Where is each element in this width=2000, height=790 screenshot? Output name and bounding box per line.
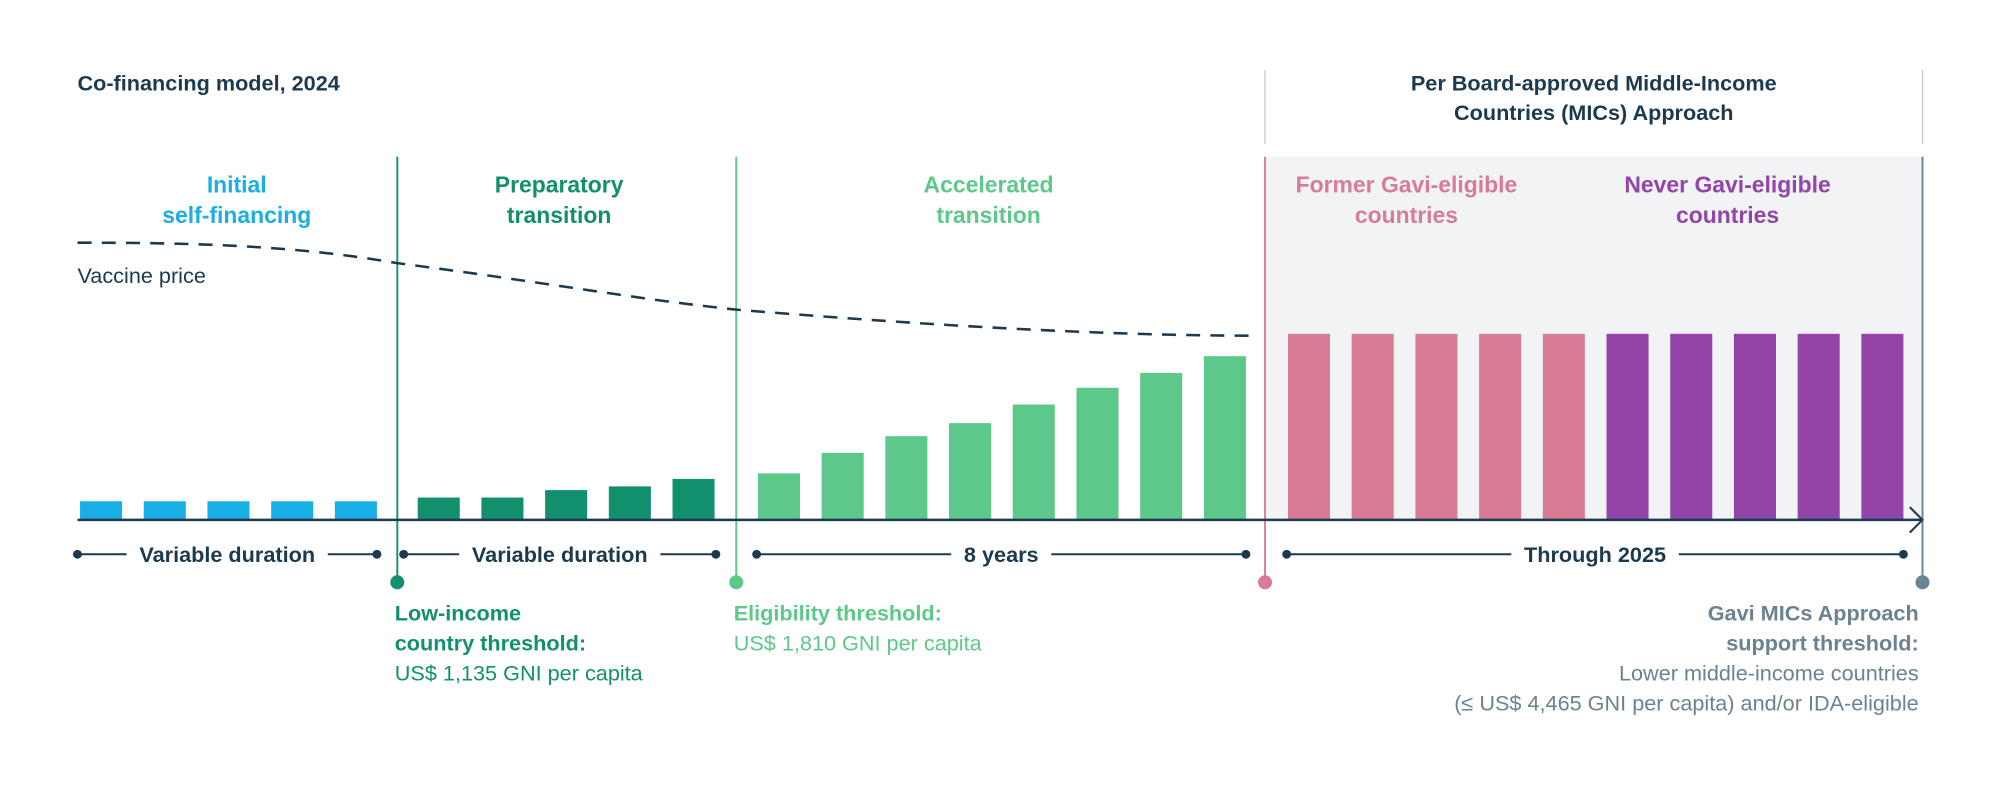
bar-2-1 [821,452,864,520]
threshold-text-1-0: US$ 1,810 GNI per capita [734,630,983,655]
group-label-4-1: countries [1676,202,1779,228]
threshold-dot-2 [1258,575,1273,590]
duration-dot-start-1 [399,549,409,559]
bar-2-4 [1012,404,1055,520]
group-label-0-0: Initial [207,171,267,197]
duration-label-3: Through 2025 [1524,542,1666,567]
duration-dot-end-0 [372,549,382,559]
bar-0-4 [334,501,377,520]
bar-1-2 [545,490,588,520]
group-label-3-1: countries [1355,202,1458,228]
threshold-text-0-0: US$ 1,135 GNI per capita [395,660,644,685]
threshold-title-0-1: country threshold: [395,630,586,655]
duration-dot-end-1 [711,549,721,559]
mics-header-line-2: Countries (MICs) Approach [1454,100,1734,125]
group-label-4-0: Never Gavi-eligible [1624,171,1830,197]
bar-2-2 [885,436,928,520]
threshold-title-1-0: Eligibility threshold: [734,601,942,626]
bar-4-4 [1861,333,1904,520]
bar-1-1 [481,497,524,520]
bar-4-2 [1733,333,1776,520]
bar-4-3 [1797,333,1840,520]
threshold-text-3-1: (≤ US$ 4,465 GNI per capita) and/or IDA-… [1454,690,1918,715]
bar-3-1 [1351,333,1394,520]
group-label-1-0: Preparatory [495,171,624,197]
threshold-dot-1 [729,575,744,590]
group-label-2-0: Accelerated [924,171,1054,197]
bar-0-3 [271,501,314,520]
vaccine-price-label: Vaccine price [77,263,205,288]
bar-3-3 [1479,333,1522,520]
threshold-text-3-0: Lower middle-income countries [1619,660,1919,685]
group-label-1-1: transition [507,202,611,228]
bar-2-5 [1076,387,1119,520]
bar-2-6 [1140,372,1183,520]
duration-label-1: Variable duration [472,542,648,567]
duration-dot-start-3 [1282,549,1292,559]
bar-1-3 [608,486,651,520]
duration-label-0: Variable duration [139,542,315,567]
group-label-0-1: self-financing [162,202,311,228]
duration-label-2: 8 years [964,542,1039,567]
vaccine-price-line [77,241,1257,337]
threshold-dot-3 [1915,575,1930,590]
bar-3-0 [1287,333,1331,520]
bar-0-2 [207,501,250,520]
duration-dot-end-2 [1241,549,1251,559]
threshold-dot-0 [390,575,405,590]
bar-2-7 [1203,356,1246,520]
bar-2-3 [949,423,992,520]
bar-2-0 [757,473,800,520]
bar-3-2 [1415,333,1458,520]
bar-4-0 [1606,333,1649,520]
group-label-3-0: Former Gavi-eligible [1296,171,1518,197]
duration-dot-start-0 [73,549,82,559]
duration-dot-start-2 [752,549,762,559]
chart-title: Co-financing model, 2024 [77,70,339,95]
group-label-2-1: transition [936,202,1040,228]
bar-0-0 [80,501,123,520]
threshold-title-3-0: Gavi MICs Approach [1708,601,1919,626]
threshold-title-0-0: Low-income [395,601,521,626]
bar-1-4 [672,478,715,520]
bar-1-0 [417,497,460,520]
bar-4-1 [1670,333,1713,520]
axis-arrow-icon [1909,506,1924,534]
bar-0-1 [143,501,186,520]
threshold-title-3-1: support threshold: [1726,630,1919,655]
duration-dot-end-3 [1898,549,1908,559]
bar-3-4 [1542,333,1585,520]
mics-header-line-1: Per Board-approved Middle-Income [1411,70,1777,95]
